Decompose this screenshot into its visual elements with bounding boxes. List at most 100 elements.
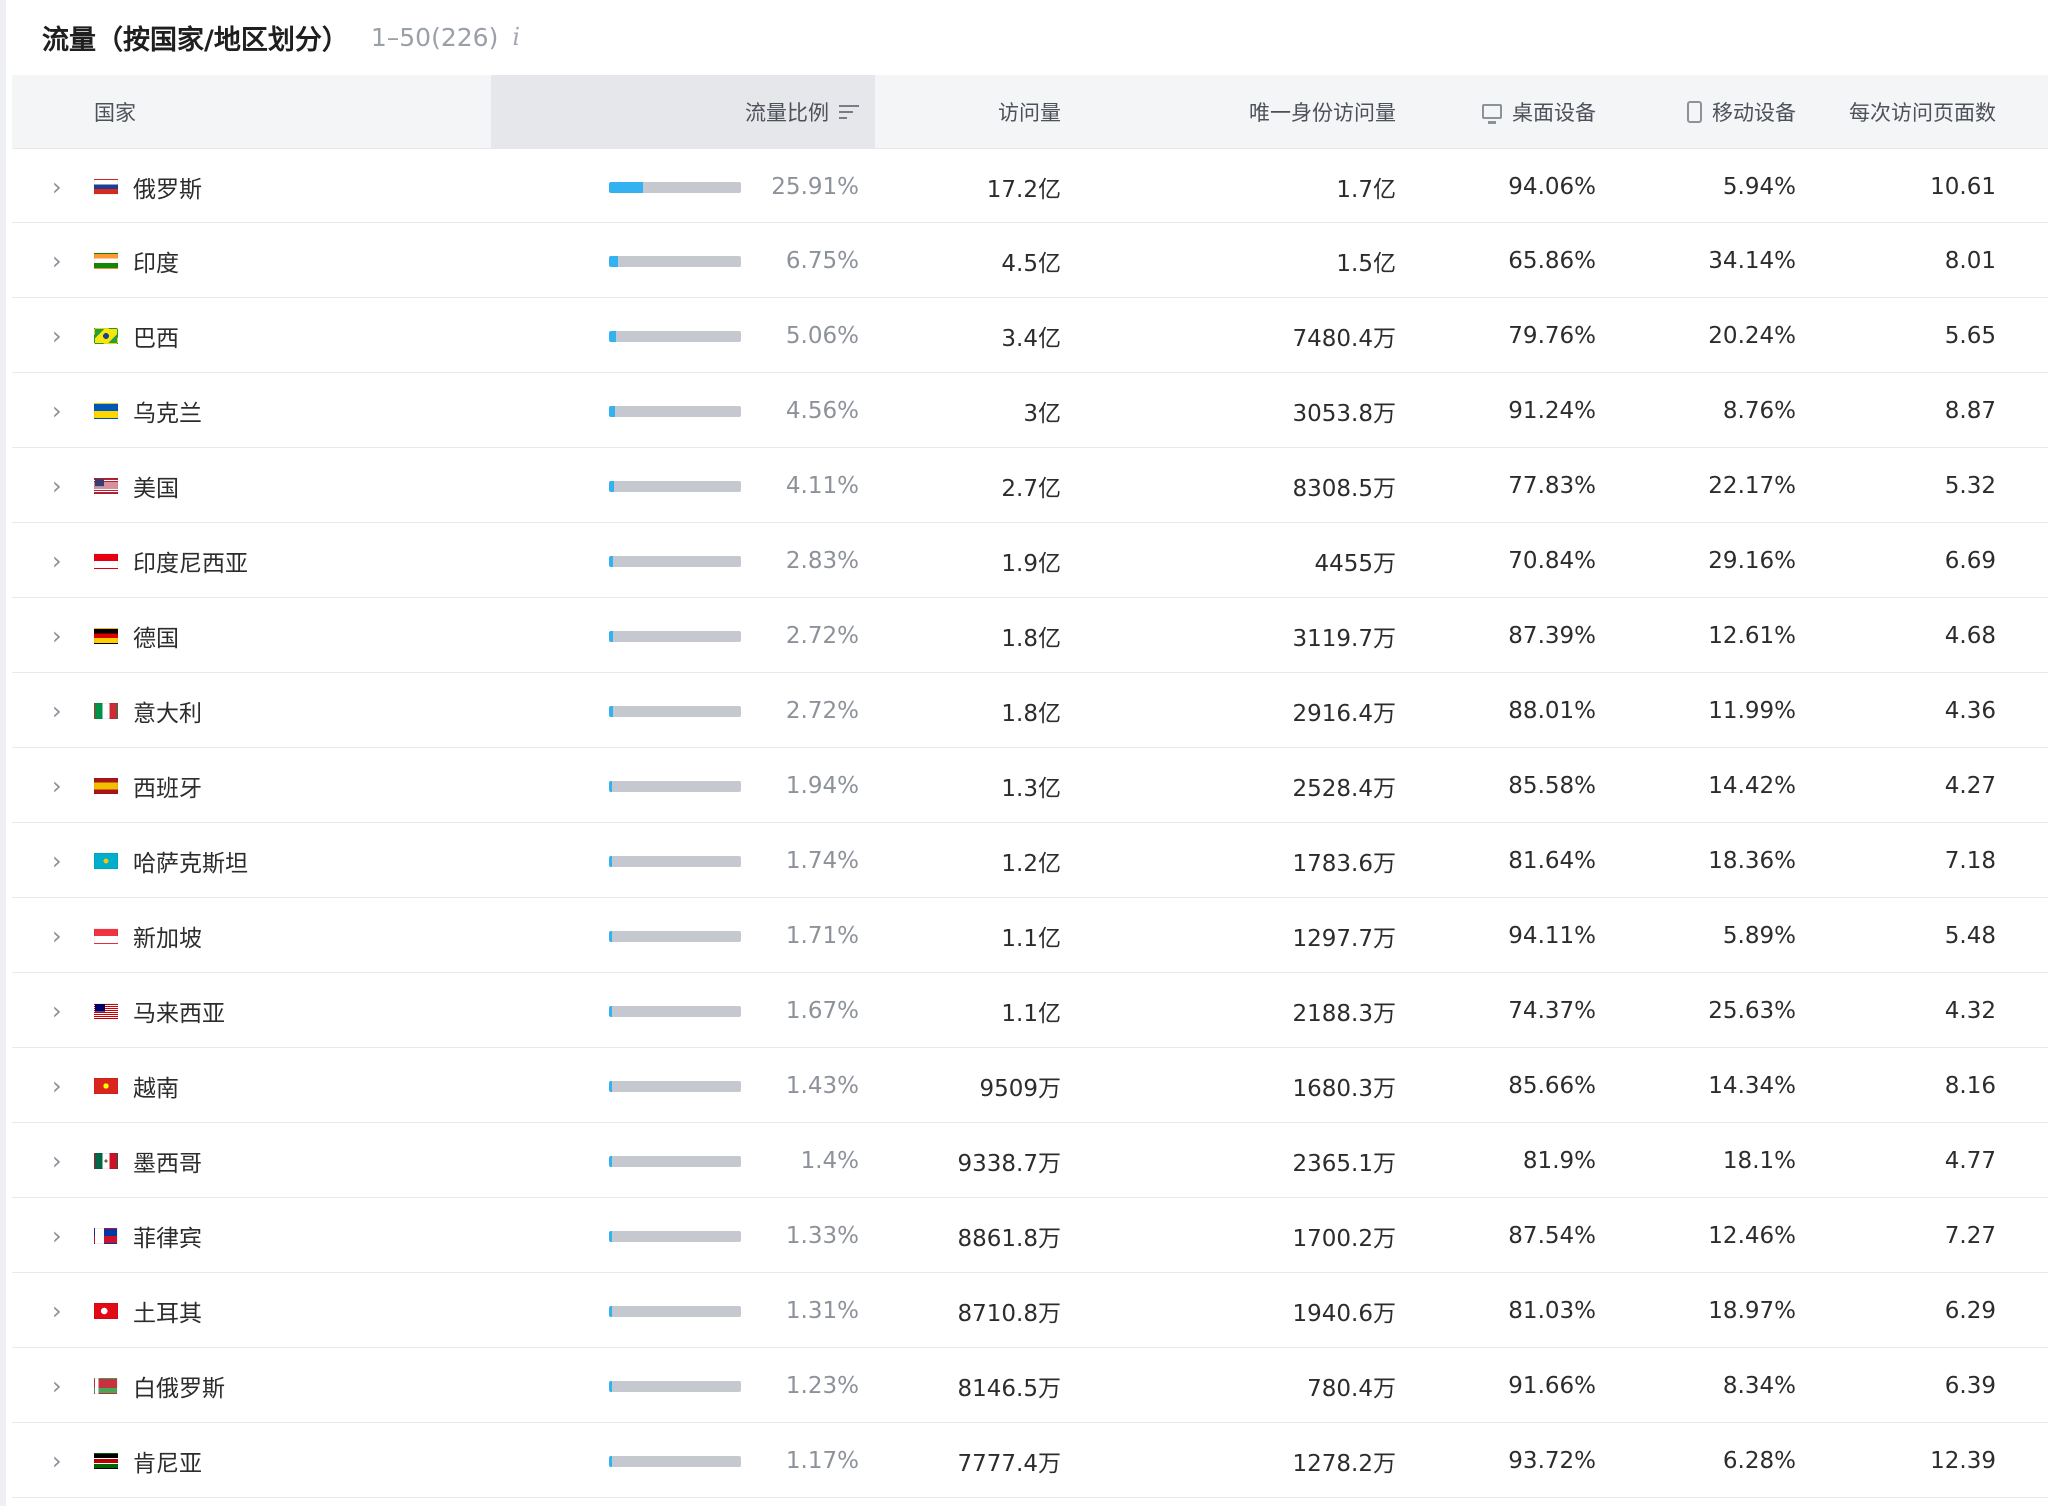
column-header-share[interactable]: 流量比例 xyxy=(491,75,859,148)
mobile-share-value: 22.17% xyxy=(1708,472,1796,499)
table-row[interactable]: › 哈萨克斯坦 1.74% 1.2亿 1783.6万 81.64% 18.36%… xyxy=(12,823,2048,898)
unique-visitors-value: 1.5亿 xyxy=(1336,250,1396,277)
country-name[interactable]: 越南 xyxy=(133,1075,179,1102)
traffic-share-bar xyxy=(609,1156,741,1167)
country-name[interactable]: 俄罗斯 xyxy=(133,176,202,203)
table-row[interactable]: › 印度尼西亚 2.83% 1.9亿 4455万 70.84% 29.16% 6… xyxy=(12,523,2048,598)
flag-in-icon xyxy=(94,253,118,269)
pages-per-visit-value: 6.39 xyxy=(1944,1372,1996,1399)
traffic-share-bar xyxy=(609,182,741,193)
country-name[interactable]: 新加坡 xyxy=(133,925,202,952)
country-name[interactable]: 西班牙 xyxy=(133,775,202,802)
chevron-right-icon[interactable]: › xyxy=(52,921,62,950)
traffic-share-bar xyxy=(609,706,741,717)
country-name[interactable]: 土耳其 xyxy=(133,1300,202,1327)
chevron-right-icon[interactable]: › xyxy=(52,396,62,425)
table-row[interactable]: › 美国 4.11% 2.7亿 8308.5万 77.83% 22.17% 5.… xyxy=(12,448,2048,523)
flag-ph-icon xyxy=(94,1228,118,1244)
table-row[interactable]: › 巴西 5.06% 3.4亿 7480.4万 79.76% 20.24% 5.… xyxy=(12,298,2048,373)
table-row[interactable]: › 西班牙 1.94% 1.3亿 2528.4万 85.58% 14.42% 4… xyxy=(12,748,2048,823)
table-row[interactable]: › 土耳其 1.31% 8710.8万 1940.6万 81.03% 18.97… xyxy=(12,1273,2048,1348)
table-row[interactable]: › 德国 2.72% 1.8亿 3119.7万 87.39% 12.61% 4.… xyxy=(12,598,2048,673)
column-header-mobile[interactable]: 移动设备 xyxy=(1596,75,1796,148)
traffic-share-bar-fill xyxy=(609,1456,612,1467)
flag-ua-icon xyxy=(94,403,118,419)
table-row[interactable]: › 肯尼亚 1.17% 7777.4万 1278.2万 93.72% 6.28%… xyxy=(12,1423,2048,1498)
country-name[interactable]: 巴西 xyxy=(133,325,179,352)
table-row[interactable]: › 白俄罗斯 1.23% 8146.5万 780.4万 91.66% 8.34%… xyxy=(12,1348,2048,1423)
country-name[interactable]: 白俄罗斯 xyxy=(133,1375,225,1402)
traffic-share-bar-fill xyxy=(609,331,616,342)
table-row[interactable]: › 菲律宾 1.33% 8861.8万 1700.2万 87.54% 12.46… xyxy=(12,1198,2048,1273)
table-row[interactable]: › 越南 1.43% 9509万 1680.3万 85.66% 14.34% 8… xyxy=(12,1048,2048,1123)
unique-visitors-value: 8308.5万 xyxy=(1292,475,1396,502)
chevron-right-icon[interactable]: › xyxy=(52,621,62,650)
column-header-desktop[interactable]: 桌面设备 xyxy=(1396,75,1596,148)
chevron-right-icon[interactable]: › xyxy=(52,1446,62,1475)
chevron-right-icon[interactable]: › xyxy=(52,246,62,275)
country-name[interactable]: 哈萨克斯坦 xyxy=(133,850,248,877)
traffic-share-value: 4.11% xyxy=(785,472,859,499)
chevron-right-icon[interactable]: › xyxy=(52,1296,62,1325)
country-name[interactable]: 印度 xyxy=(133,250,179,277)
chevron-right-icon[interactable]: › xyxy=(52,172,62,201)
pages-per-visit-value: 8.16 xyxy=(1944,1072,1996,1099)
unique-visitors-value: 1.7亿 xyxy=(1336,176,1396,203)
chevron-right-icon[interactable]: › xyxy=(52,1221,62,1250)
column-header-visits[interactable]: 访问量 xyxy=(875,75,1061,148)
column-label: 流量比例 xyxy=(745,100,829,125)
table-row[interactable]: › 墨西哥 1.4% 9338.7万 2365.1万 81.9% 18.1% 4… xyxy=(12,1123,2048,1198)
mobile-share-value: 29.16% xyxy=(1708,547,1796,574)
chevron-right-icon[interactable]: › xyxy=(52,1071,62,1100)
chevron-right-icon[interactable]: › xyxy=(52,1146,62,1175)
unique-visitors-value: 780.4万 xyxy=(1307,1375,1396,1402)
country-name[interactable]: 菲律宾 xyxy=(133,1225,202,1252)
table-row[interactable]: › 新加坡 1.71% 1.1亿 1297.7万 94.11% 5.89% 5.… xyxy=(12,898,2048,973)
desktop-share-value: 81.9% xyxy=(1522,1147,1596,1174)
traffic-share-bar xyxy=(609,631,741,642)
visits-value: 8710.8万 xyxy=(957,1300,1061,1327)
info-icon[interactable]: i xyxy=(512,23,521,51)
table-row[interactable]: › 俄罗斯 25.91% 17.2亿 1.7亿 94.06% 5.94% 10.… xyxy=(12,148,2048,223)
chevron-right-icon[interactable]: › xyxy=(52,696,62,725)
country-name[interactable]: 美国 xyxy=(133,475,179,502)
country-name[interactable]: 马来西亚 xyxy=(133,1000,225,1027)
unique-visitors-value: 1700.2万 xyxy=(1292,1225,1396,1252)
table-header: 国家 流量比例 访问量 唯一身份访问量 桌面设备 移动设备 每次访问页面数 xyxy=(12,75,2048,148)
country-name[interactable]: 德国 xyxy=(133,625,179,652)
table-row[interactable]: › 马来西亚 1.67% 1.1亿 2188.3万 74.37% 25.63% … xyxy=(12,973,2048,1048)
chevron-right-icon[interactable]: › xyxy=(52,846,62,875)
traffic-share-value: 25.91% xyxy=(771,173,859,200)
column-header-country[interactable]: 国家 xyxy=(94,75,136,148)
country-name[interactable]: 意大利 xyxy=(133,700,202,727)
chevron-right-icon[interactable]: › xyxy=(52,321,62,350)
country-name[interactable]: 乌克兰 xyxy=(133,400,202,427)
visits-value: 1.3亿 xyxy=(1001,775,1061,802)
result-range: 1–50(226) xyxy=(370,22,499,52)
mobile-share-value: 11.99% xyxy=(1708,697,1796,724)
chevron-right-icon[interactable]: › xyxy=(52,996,62,1025)
flag-us-icon xyxy=(94,478,118,494)
traffic-share-bar-fill xyxy=(609,1006,612,1017)
country-name[interactable]: 墨西哥 xyxy=(133,1150,202,1177)
column-header-unique-visitors[interactable]: 唯一身份访问量 xyxy=(1061,75,1396,148)
column-label: 国家 xyxy=(94,100,136,125)
table-row[interactable]: › 乌克兰 4.56% 3亿 3053.8万 91.24% 8.76% 8.87 xyxy=(12,373,2048,448)
country-name[interactable]: 印度尼西亚 xyxy=(133,550,248,577)
visits-value: 8146.5万 xyxy=(957,1375,1061,1402)
sort-descending-icon[interactable] xyxy=(839,104,859,120)
column-label: 移动设备 xyxy=(1712,100,1796,125)
chevron-right-icon[interactable]: › xyxy=(52,1371,62,1400)
table-row[interactable]: › 意大利 2.72% 1.8亿 2916.4万 88.01% 11.99% 4… xyxy=(12,673,2048,748)
flag-br-icon xyxy=(94,328,118,344)
column-header-pages-per-visit[interactable]: 每次访问页面数 xyxy=(1796,75,1996,148)
traffic-share-bar-fill xyxy=(609,406,616,417)
table-row[interactable]: › 印度 6.75% 4.5亿 1.5亿 65.86% 34.14% 8.01 xyxy=(12,223,2048,298)
chevron-right-icon[interactable]: › xyxy=(52,771,62,800)
unique-visitors-value: 2528.4万 xyxy=(1292,775,1396,802)
chevron-right-icon[interactable]: › xyxy=(52,471,62,500)
country-name[interactable]: 肯尼亚 xyxy=(133,1450,202,1477)
pages-per-visit-value: 12.39 xyxy=(1930,1447,1996,1474)
traffic-share-value: 1.31% xyxy=(785,1297,859,1324)
chevron-right-icon[interactable]: › xyxy=(52,546,62,575)
